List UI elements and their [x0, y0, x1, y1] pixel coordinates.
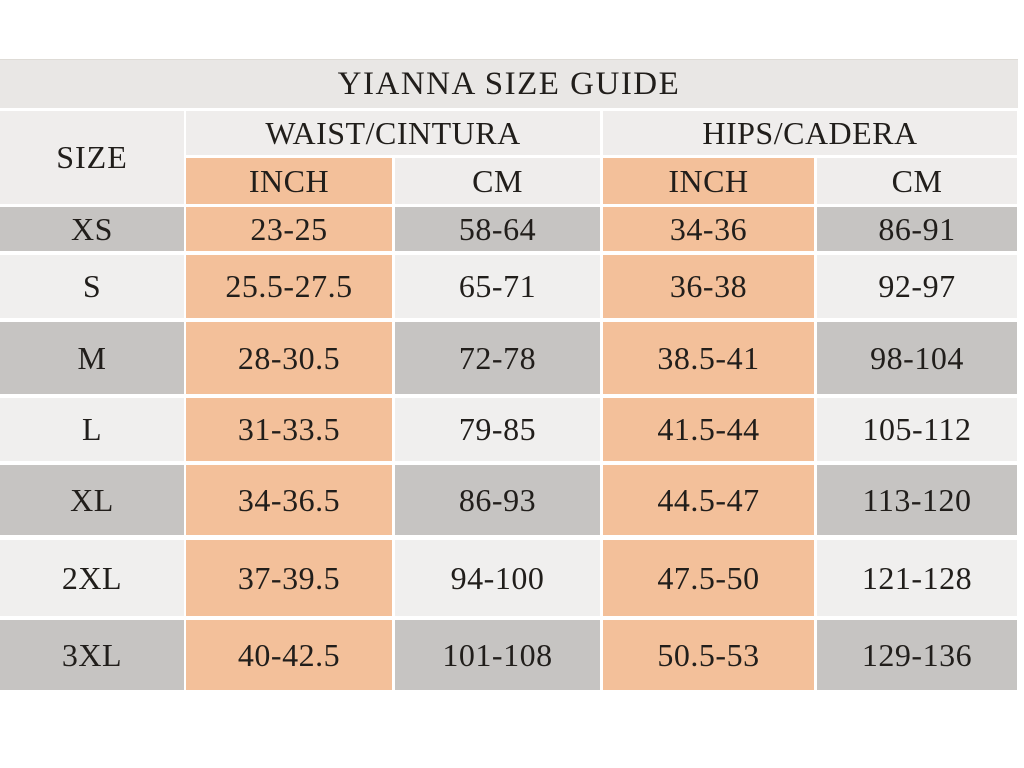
size-cell: M — [0, 322, 184, 394]
table-row: S 25.5-27.5 65-71 36-38 92-97 — [0, 255, 1018, 318]
group-header-row: WAIST/CINTURA HIPS/CADERA — [186, 111, 1018, 155]
waist-group-header: WAIST/CINTURA — [186, 111, 600, 155]
waist-cm-cell: 79-85 — [395, 398, 600, 461]
size-guide-title: YIANNA SIZE GUIDE — [0, 59, 1018, 108]
size-cell: XL — [0, 465, 184, 535]
hips-cm-cell: 129-136 — [817, 620, 1017, 690]
waist-cm-cell: 65-71 — [395, 255, 600, 318]
table-row: XL 34-36.5 86-93 44.5-47 113-120 — [0, 465, 1018, 535]
waist-inch-cell: 23-25 — [186, 207, 392, 251]
hips-cm-header: CM — [817, 158, 1017, 204]
size-cell: 3XL — [0, 620, 184, 690]
waist-cm-cell: 94-100 — [395, 540, 600, 616]
table-row: XS 23-25 58-64 34-36 86-91 — [0, 207, 1018, 251]
size-column-header: SIZE — [0, 111, 184, 204]
table-header: SIZE WAIST/CINTURA HIPS/CADERA INCH CM I… — [0, 111, 1018, 204]
hips-inch-header: INCH — [603, 158, 814, 204]
hips-inch-cell: 34-36 — [603, 207, 814, 251]
waist-inch-header: INCH — [186, 158, 392, 204]
hips-cm-cell: 105-112 — [817, 398, 1017, 461]
hips-inch-cell: 41.5-44 — [603, 398, 814, 461]
hips-cm-cell: 98-104 — [817, 322, 1017, 394]
size-cell: S — [0, 255, 184, 318]
size-cell: L — [0, 398, 184, 461]
size-cell: XS — [0, 207, 184, 251]
hips-inch-cell: 44.5-47 — [603, 465, 814, 535]
table-row: 3XL 40-42.5 101-108 50.5-53 129-136 — [0, 620, 1018, 690]
waist-inch-cell: 34-36.5 — [186, 465, 392, 535]
hips-cm-cell: 113-120 — [817, 465, 1017, 535]
measure-headers: WAIST/CINTURA HIPS/CADERA INCH CM INCH C… — [186, 111, 1018, 204]
hips-cm-cell: 121-128 — [817, 540, 1017, 616]
hips-inch-cell: 38.5-41 — [603, 322, 814, 394]
hips-cm-cell: 92-97 — [817, 255, 1017, 318]
waist-inch-cell: 31-33.5 — [186, 398, 392, 461]
waist-inch-cell: 28-30.5 — [186, 322, 392, 394]
waist-cm-header: CM — [395, 158, 600, 204]
waist-cm-cell: 72-78 — [395, 322, 600, 394]
hips-group-header: HIPS/CADERA — [603, 111, 1017, 155]
waist-cm-cell: 101-108 — [395, 620, 600, 690]
table-body: XS 23-25 58-64 34-36 86-91 S 25.5-27.5 6… — [0, 207, 1018, 690]
waist-cm-cell: 58-64 — [395, 207, 600, 251]
table-row: M 28-30.5 72-78 38.5-41 98-104 — [0, 322, 1018, 394]
table-row: L 31-33.5 79-85 41.5-44 105-112 — [0, 398, 1018, 461]
waist-inch-cell: 25.5-27.5 — [186, 255, 392, 318]
size-cell: 2XL — [0, 540, 184, 616]
waist-inch-cell: 40-42.5 — [186, 620, 392, 690]
hips-inch-cell: 47.5-50 — [603, 540, 814, 616]
hips-inch-cell: 36-38 — [603, 255, 814, 318]
waist-cm-cell: 86-93 — [395, 465, 600, 535]
hips-inch-cell: 50.5-53 — [603, 620, 814, 690]
hips-cm-cell: 86-91 — [817, 207, 1017, 251]
unit-header-row: INCH CM INCH CM — [186, 158, 1018, 204]
table-row: 2XL 37-39.5 94-100 47.5-50 121-128 — [0, 540, 1018, 616]
waist-inch-cell: 37-39.5 — [186, 540, 392, 616]
